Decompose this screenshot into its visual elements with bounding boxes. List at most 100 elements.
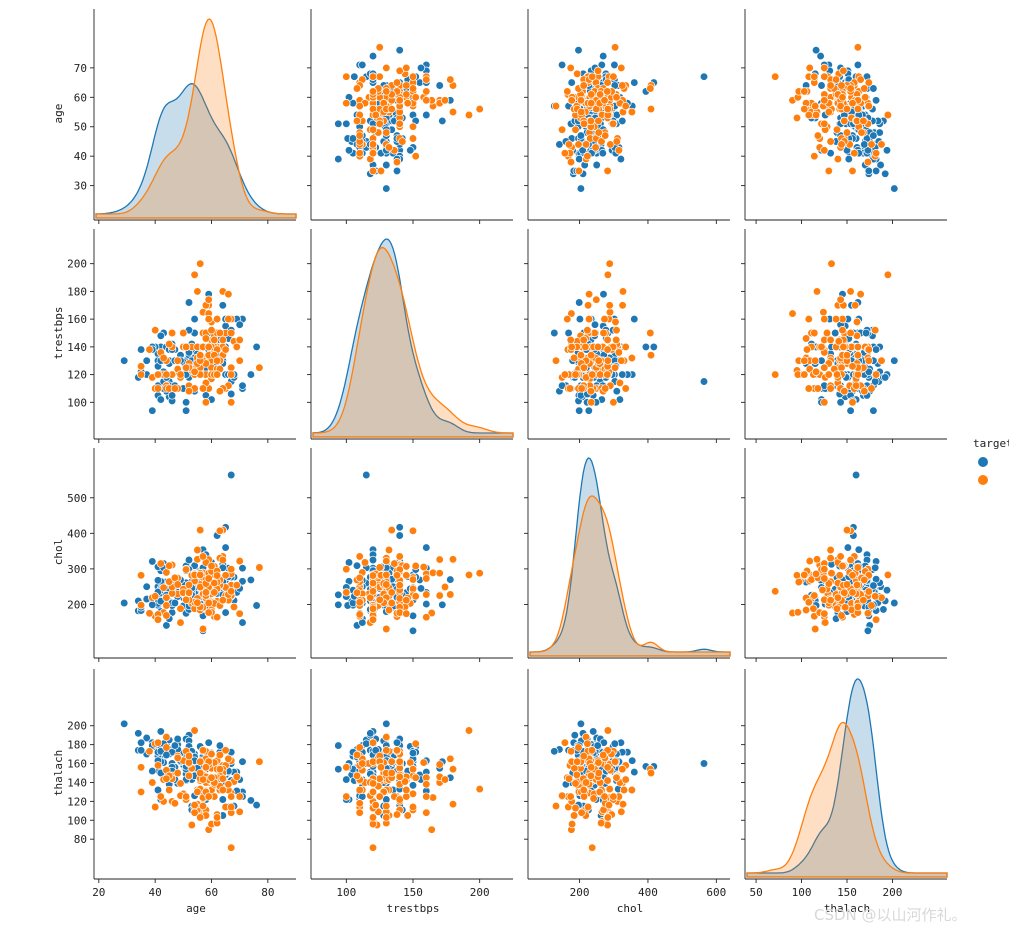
point-trestbps-vs-age-s1-84 [224, 314, 233, 324]
point-chol-vs-thalach-s1-56 [821, 618, 830, 627]
point-thalach-vs-age-s1-73 [207, 749, 216, 759]
point-thalach-vs-trestbps-s1-86 [368, 787, 378, 797]
point-chol-vs-trestbps-s1-30 [435, 555, 444, 564]
legend-title: target [973, 437, 1009, 450]
point-age-vs-trestbps-s1-84 [422, 75, 431, 84]
point-age-vs-thalach-s1-123 [840, 116, 849, 126]
panel-chol-vs-thalach [741, 448, 947, 662]
kde-age-series-0 [95, 83, 297, 219]
point-chol-vs-trestbps-s1-59 [427, 608, 436, 618]
point-chol-vs-age-s1-74 [165, 577, 174, 586]
point-trestbps-vs-age-s1-98 [215, 387, 225, 396]
point-thalach-vs-chol-s1-40 [587, 746, 597, 755]
point-thalach-vs-age-s1-130 [227, 843, 236, 852]
point-age-vs-chol-s1-95 [603, 78, 612, 87]
point-chol-vs-age-s1-116 [232, 581, 241, 590]
panel-trestbps-vs-age: 100 120 140 160 180 200 trestbps [52, 229, 296, 443]
point-chol-vs-age-s1-108 [204, 608, 213, 617]
point-age-vs-chol-s1-132 [579, 81, 588, 90]
point-age-vs-chol-s1-122 [594, 128, 603, 137]
point-trestbps-vs-chol-s1-106 [621, 384, 630, 393]
point-chol-vs-trestbps-s1-87 [475, 569, 484, 578]
point-chol-vs-age-s0-72 [120, 598, 129, 608]
point-trestbps-vs-chol-s1-110 [601, 384, 610, 393]
point-thalach-vs-chol-s1-79 [566, 747, 576, 756]
point-chol-vs-thalach-s0-85 [851, 470, 861, 480]
point-trestbps-vs-chol-s0-28 [649, 342, 658, 352]
point-thalach-vs-chol-s1-132 [579, 785, 588, 795]
point-chol-vs-thalach-s0-111 [863, 626, 873, 635]
point-trestbps-vs-age-s0-151 [238, 381, 247, 390]
point-chol-vs-trestbps-s1-96 [342, 565, 351, 574]
point-thalach-vs-age-s1-79 [145, 747, 154, 756]
point-trestbps-vs-thalach-s1-74 [826, 384, 835, 393]
point-chol-vs-thalach-s1-107 [871, 592, 880, 601]
point-age-vs-chol-s1-107 [583, 152, 592, 161]
point-trestbps-vs-chol-s0-8 [575, 298, 584, 307]
point-thalach-vs-trestbps-s1-120 [342, 763, 351, 772]
point-thalach-vs-age-s1-132 [218, 785, 227, 795]
point-age-vs-chol-s1-127 [579, 119, 589, 128]
point-age-vs-trestbps-s1-110 [355, 131, 364, 140]
point-trestbps-vs-thalach-s0-141 [871, 377, 880, 386]
point-trestbps-vs-chol-s1-68 [605, 301, 614, 310]
point-age-vs-trestbps-s1-100 [382, 87, 391, 96]
point-trestbps-vs-age-s1-114 [190, 367, 199, 376]
point-chol-vs-age-s1-122 [173, 580, 182, 589]
point-age-vs-chol-s0-39 [630, 78, 639, 87]
point-chol-vs-trestbps-s0-45 [368, 555, 378, 565]
point-chol-vs-trestbps-s1-47 [419, 562, 428, 572]
panel-trestbps-vs-chol [524, 229, 730, 443]
y-tick-label-age: 40 [74, 150, 87, 163]
point-age-vs-trestbps-s0-8 [438, 116, 447, 126]
point-thalach-vs-trestbps-s1-71 [400, 777, 410, 786]
point-trestbps-vs-thalach-s1-110 [813, 384, 823, 393]
panel-thalach-vs-thalach: 50 100 150 200 thalach [741, 669, 948, 915]
point-thalach-vs-trestbps-s1-45 [446, 754, 455, 763]
point-chol-vs-age-s1-126 [153, 615, 163, 624]
point-age-vs-trestbps-s0-151 [358, 60, 367, 70]
point-trestbps-vs-thalach-s1-48 [819, 308, 828, 317]
point-chol-vs-thalach-s1-111 [859, 596, 868, 605]
point-trestbps-vs-age-s0-84 [156, 395, 165, 404]
point-trestbps-vs-thalach-s1-44 [846, 287, 855, 296]
point-chol-vs-trestbps-s1-129 [422, 574, 431, 583]
point-age-vs-chol-s1-82 [594, 116, 603, 126]
point-chol-vs-age-s1-112 [215, 526, 225, 535]
point-trestbps-vs-thalach-s1-112 [846, 328, 855, 338]
point-age-vs-trestbps-s1-127 [375, 119, 384, 128]
point-chol-vs-thalach-s0-72 [890, 598, 899, 608]
point-chol-vs-age-s1-119 [235, 609, 244, 618]
point-chol-vs-age-s1-127 [181, 595, 191, 604]
point-thalach-vs-trestbps-s1-97 [355, 808, 364, 817]
point-chol-vs-trestbps-s1-70 [402, 562, 411, 571]
point-thalach-vs-trestbps-s1-96 [342, 792, 351, 801]
point-thalach-vs-trestbps-s1-110 [355, 799, 364, 808]
point-chol-vs-thalach-s0-103 [882, 586, 892, 595]
point-chol-vs-age-s1-103 [162, 611, 171, 620]
point-trestbps-vs-age-s1-117 [255, 363, 264, 372]
point-chol-vs-age-s1-130 [227, 587, 236, 596]
point-chol-vs-age-s1-128 [196, 570, 205, 580]
point-thalach-vs-chol-s1-100 [596, 818, 606, 828]
point-chol-vs-age-s1-93 [198, 624, 208, 634]
point-thalach-vs-chol-s1-46 [617, 807, 626, 816]
x-tick-label-trestbps: 100 [336, 886, 356, 899]
point-thalach-vs-age-s0-121 [204, 738, 213, 747]
point-trestbps-vs-age-s0-118 [167, 391, 177, 400]
point-thalach-vs-trestbps-s0-72 [382, 719, 391, 728]
point-trestbps-vs-thalach-s0-124 [869, 406, 878, 415]
point-thalach-vs-trestbps-s1-77 [448, 800, 458, 809]
x-tick-label-thalach: 50 [749, 886, 762, 899]
point-age-vs-trestbps-s1-86 [368, 166, 378, 176]
point-age-vs-chol-s1-120 [587, 99, 596, 108]
y-tick-label-thalach: 200 [67, 720, 87, 733]
point-chol-vs-trestbps-s1-101 [440, 582, 450, 592]
point-thalach-vs-trestbps-s1-87 [475, 784, 484, 794]
point-chol-vs-thalach-s1-42 [801, 605, 811, 615]
point-trestbps-vs-thalach-s1-107 [871, 326, 880, 335]
point-thalach-vs-age-s1-128 [196, 813, 205, 822]
point-thalach-vs-chol-s1-131 [646, 768, 656, 778]
y-tick-label-trestbps: 120 [67, 369, 87, 382]
point-age-vs-chol-s1-96 [609, 72, 618, 81]
